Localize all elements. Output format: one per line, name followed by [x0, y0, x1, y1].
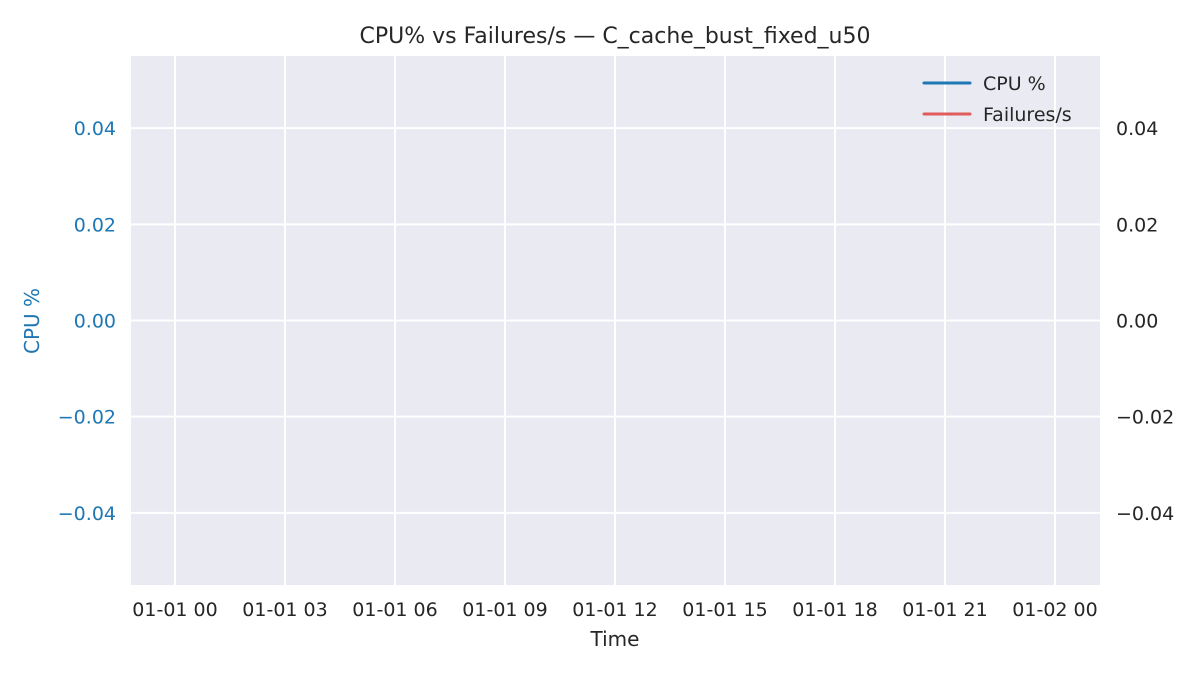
y-left-tick-label: 0.04 — [74, 118, 116, 140]
x-axis-label: Time — [590, 627, 640, 651]
chart-title: CPU% vs Failures/s — C_cache_bust_fixed_… — [360, 24, 871, 49]
y-right-tick-label: 0.04 — [1116, 118, 1158, 140]
y-left-tick-labels: 0.04 0.02 0.00 −0.02 −0.04 — [58, 118, 116, 525]
x-tick-labels: 01-01 00 01-01 03 01-01 06 01-01 09 01-01 12… — [132, 599, 1097, 621]
legend-label-cpu: CPU % — [983, 73, 1046, 95]
y-right-tick-label: −0.02 — [1116, 407, 1174, 429]
x-tick-label: 01-01 09 — [462, 599, 547, 621]
x-tick-label: 01-01 21 — [902, 599, 987, 621]
legend-label-failures: Failures/s — [983, 104, 1072, 126]
y-right-tick-labels: 0.04 0.02 0.00 −0.02 −0.04 — [1116, 118, 1174, 525]
x-tick-label: 01-01 06 — [352, 599, 437, 621]
y-right-tick-label: −0.04 — [1116, 503, 1174, 525]
y-left-tick-label: 0.02 — [74, 214, 116, 236]
x-tick-label: 01-01 03 — [242, 599, 327, 621]
y-left-tick-label: −0.04 — [58, 503, 116, 525]
x-tick-label: 01-01 12 — [572, 599, 657, 621]
y-right-tick-label: 0.00 — [1116, 311, 1158, 333]
y-left-tick-label: 0.00 — [74, 311, 116, 333]
gridlines — [131, 56, 1100, 585]
y-axis-label: CPU % — [20, 288, 44, 354]
x-tick-label: 01-01 15 — [682, 599, 767, 621]
x-tick-label: 01-02 00 — [1012, 599, 1097, 621]
legend: CPU % Failures/s — [922, 73, 1072, 126]
x-tick-label: 01-01 18 — [792, 599, 877, 621]
y-left-tick-label: −0.02 — [58, 407, 116, 429]
y-right-tick-label: 0.02 — [1116, 214, 1158, 236]
x-tick-label: 01-01 00 — [132, 599, 217, 621]
